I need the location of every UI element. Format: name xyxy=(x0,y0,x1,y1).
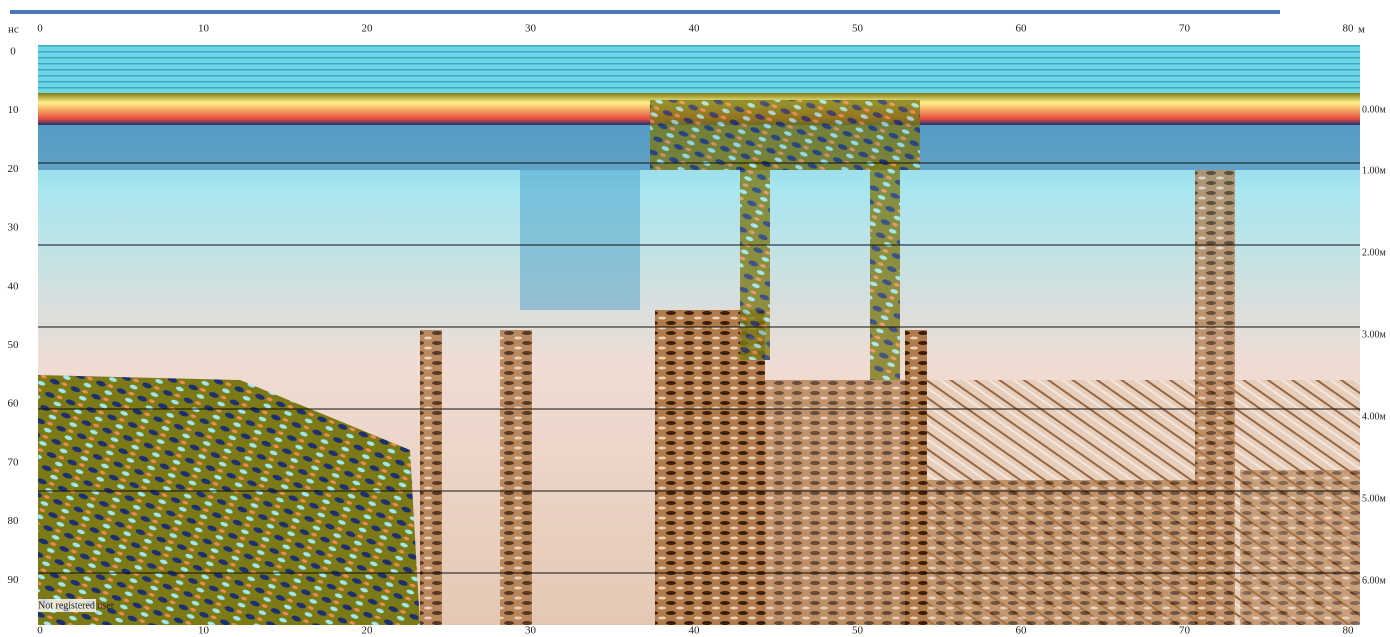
depth-label: 0.00м xyxy=(1362,104,1387,115)
top-tick-label: 0 xyxy=(37,23,43,35)
top-tick-label: 30 xyxy=(525,23,537,35)
time-unit: нс xyxy=(8,24,19,36)
depth-label: 4.00м xyxy=(1362,411,1387,422)
anomaly-right-lower xyxy=(927,480,1207,625)
top-tick-label: 10 xyxy=(198,23,210,35)
left-tick-label: 40 xyxy=(8,280,20,292)
left-tick-label: 20 xyxy=(8,163,20,175)
depth-label: 5.00м xyxy=(1362,493,1387,504)
watermark: Not registered user xyxy=(38,600,115,611)
top-tick-label: 70 xyxy=(1179,23,1191,35)
bottom-tick-label: 0 xyxy=(37,625,43,637)
depth-label: 6.00м xyxy=(1362,575,1387,586)
left-tick-label: 70 xyxy=(8,456,20,468)
top-tick-label: 80 xyxy=(1343,23,1355,35)
anomaly-center-right xyxy=(765,380,905,625)
title-bar xyxy=(10,10,1280,14)
depth-label: 1.00м xyxy=(1362,165,1387,176)
stripe xyxy=(420,330,442,625)
top-tick-label: 40 xyxy=(689,23,701,35)
stripe xyxy=(905,330,927,625)
top-tick-label: 60 xyxy=(1016,23,1028,35)
stripe xyxy=(1195,170,1235,625)
bottom-tick-label: 60 xyxy=(1016,625,1028,637)
air-layer xyxy=(38,45,1360,93)
left-tick-label: 60 xyxy=(8,398,20,410)
left-tick-label: 80 xyxy=(8,515,20,527)
anomaly-far-right xyxy=(1240,470,1360,625)
depth-label: 2.00м xyxy=(1362,247,1387,258)
bottom-tick-label: 40 xyxy=(689,625,701,637)
radargram-image xyxy=(38,45,1360,625)
radargram-window: нс м Not registered user 0 10 20 30 40 50 60 70… xyxy=(0,0,1390,637)
bottom-tick-label: 80 xyxy=(1343,625,1355,637)
left-tick-label: 10 xyxy=(8,104,20,116)
bottom-tick-label: 20 xyxy=(362,625,374,637)
left-tick-label: 30 xyxy=(8,222,20,234)
left-tick-label: 50 xyxy=(8,339,20,351)
bottom-tick-label: 50 xyxy=(852,625,864,637)
left-tick-label: 0 xyxy=(10,46,16,58)
blue-patch xyxy=(520,170,640,310)
bottom-tick-label: 10 xyxy=(198,625,210,637)
anomaly-upper xyxy=(650,100,920,170)
top-tick-label: 50 xyxy=(852,23,864,35)
stripe xyxy=(500,330,532,625)
distance-unit: м xyxy=(1358,24,1365,36)
bottom-tick-label: 30 xyxy=(525,625,537,637)
bottom-tick-label: 70 xyxy=(1179,625,1191,637)
stripe xyxy=(870,160,900,380)
left-tick-label: 90 xyxy=(8,574,20,586)
stripe xyxy=(740,160,770,360)
top-tick-label: 20 xyxy=(362,23,374,35)
depth-label: 3.00м xyxy=(1362,329,1387,340)
